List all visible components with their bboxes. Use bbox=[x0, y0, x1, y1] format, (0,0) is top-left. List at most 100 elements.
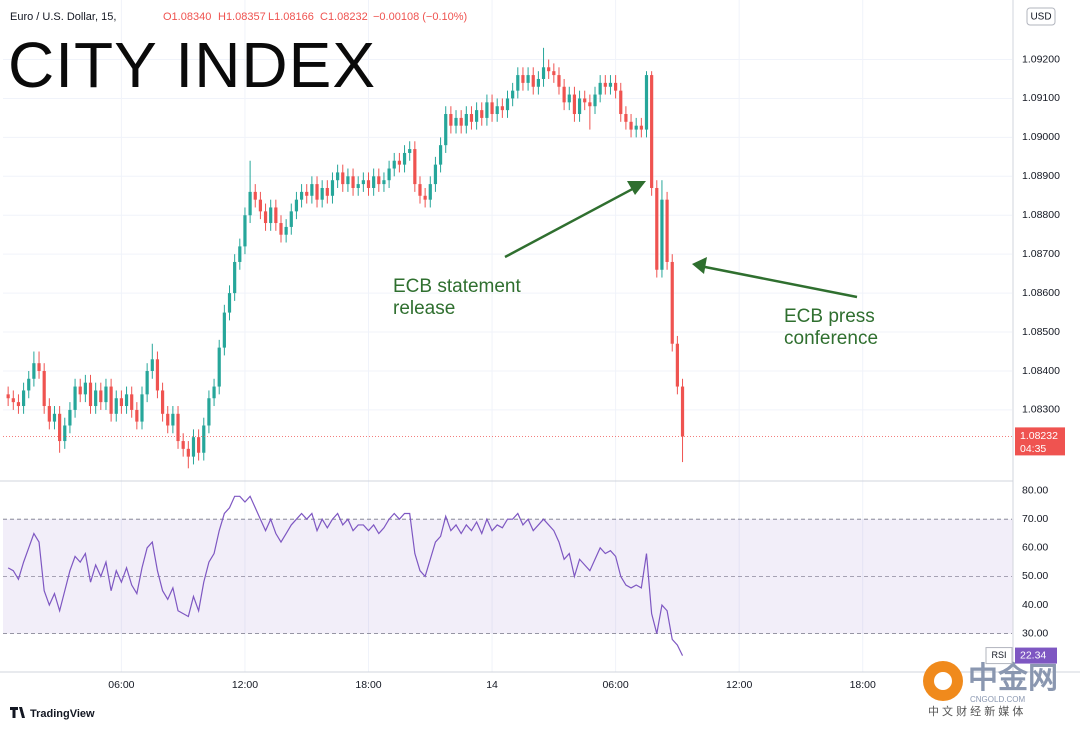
candle-body bbox=[88, 382, 93, 407]
candle-body bbox=[212, 386, 216, 399]
candle-body bbox=[171, 413, 175, 426]
candle-body bbox=[382, 180, 386, 185]
marks bbox=[3, 47, 1012, 656]
candle-body bbox=[16, 402, 21, 407]
candle-body bbox=[207, 398, 211, 426]
x-tick-label: 12:00 bbox=[726, 679, 752, 691]
tradingview-icon bbox=[10, 707, 25, 718]
annotation-text: ECB press bbox=[784, 306, 875, 327]
ohlc-open: O1.08340 bbox=[163, 11, 211, 23]
candle-body bbox=[408, 149, 412, 153]
candle-body bbox=[490, 102, 494, 115]
candle-body bbox=[567, 94, 571, 103]
candle-body bbox=[665, 199, 669, 262]
candle-body bbox=[387, 168, 391, 181]
watermark-name: 中金网 bbox=[968, 661, 1058, 695]
candle-body bbox=[130, 394, 134, 410]
candle-body bbox=[598, 82, 602, 95]
currency-badge bbox=[1026, 7, 1056, 26]
candle-body bbox=[27, 378, 31, 391]
candle-body bbox=[233, 261, 237, 294]
candle-body bbox=[124, 394, 129, 407]
annotation-text: conference bbox=[784, 328, 878, 349]
candle-body bbox=[454, 117, 458, 126]
annotation-text: ECB statement bbox=[393, 276, 521, 297]
candle-body bbox=[63, 425, 67, 442]
y-tick-label: 30.00 bbox=[1022, 627, 1048, 639]
candle-body bbox=[562, 86, 566, 103]
candle-body bbox=[181, 441, 185, 449]
candle-body bbox=[330, 180, 335, 196]
y-tick-label: 70.00 bbox=[1022, 513, 1048, 525]
last-price-label: 1.08232 bbox=[1020, 430, 1058, 442]
y-tick-label: 1.08800 bbox=[1022, 209, 1060, 221]
candle-body bbox=[166, 413, 170, 426]
x-tick-label: 06:00 bbox=[602, 679, 628, 691]
y-tick-label: 1.08400 bbox=[1022, 365, 1060, 377]
y-tick-label: 40.00 bbox=[1022, 599, 1048, 611]
candle-body bbox=[222, 312, 226, 348]
candle-body bbox=[6, 394, 10, 399]
countdown: 04:35 bbox=[1020, 443, 1046, 455]
candle-body bbox=[593, 94, 597, 107]
candle-body bbox=[433, 164, 438, 185]
candle-body bbox=[577, 98, 582, 115]
tradingview-logo: TradingView bbox=[30, 708, 95, 720]
candle-body bbox=[547, 67, 551, 72]
candle-body bbox=[197, 437, 201, 453]
candle-body bbox=[629, 121, 633, 130]
candle-body bbox=[32, 363, 36, 379]
candle-body bbox=[356, 184, 360, 188]
candle-body bbox=[655, 187, 659, 270]
candle-body bbox=[603, 82, 607, 87]
y-tick-label: 1.09000 bbox=[1022, 131, 1060, 143]
grid bbox=[3, 0, 1012, 672]
candle-body bbox=[11, 398, 15, 403]
candle-body bbox=[263, 211, 268, 224]
candle-body bbox=[624, 114, 628, 122]
y-tick-label: 1.08600 bbox=[1022, 287, 1060, 299]
candle-body bbox=[176, 413, 180, 442]
candle-body bbox=[310, 184, 314, 196]
y-tick-label: 60.00 bbox=[1022, 542, 1048, 554]
candle-body bbox=[480, 110, 484, 118]
candle-body bbox=[552, 71, 556, 76]
y-tick-label: 80.00 bbox=[1022, 484, 1048, 496]
candle-body bbox=[418, 184, 422, 196]
candle-body bbox=[269, 207, 273, 224]
candle-body bbox=[336, 172, 340, 181]
candle-body bbox=[135, 409, 139, 422]
candle-body bbox=[495, 106, 499, 115]
candle-body bbox=[320, 187, 324, 200]
rsi-value-box bbox=[1015, 647, 1057, 664]
brand-logo: CITY INDEX bbox=[8, 29, 376, 101]
candle-body bbox=[444, 114, 448, 146]
candle-body bbox=[619, 90, 623, 115]
candle-body bbox=[402, 152, 407, 165]
candle-body bbox=[521, 75, 525, 83]
candle-body bbox=[104, 386, 108, 403]
candle-body bbox=[536, 78, 540, 87]
candle-body bbox=[258, 199, 262, 212]
candle-body bbox=[511, 90, 515, 99]
candle-body bbox=[243, 215, 247, 247]
candle-body bbox=[505, 98, 510, 111]
candle-body bbox=[351, 176, 355, 188]
candle-body bbox=[78, 386, 82, 395]
candle-body bbox=[202, 425, 206, 453]
y-tick-label: 1.08700 bbox=[1022, 248, 1060, 260]
candle-body bbox=[21, 390, 26, 407]
candle-body bbox=[377, 176, 381, 185]
annotation-arrow bbox=[692, 257, 858, 299]
candle-body bbox=[614, 82, 618, 91]
candle-body bbox=[37, 363, 41, 371]
candle-body bbox=[284, 226, 288, 235]
candle-body bbox=[119, 398, 124, 407]
candle-body bbox=[366, 180, 371, 188]
y-tick-label: 1.08500 bbox=[1022, 326, 1060, 338]
annotation-text: release bbox=[393, 298, 455, 319]
rsi-name-box bbox=[985, 647, 1013, 665]
x-tick-label: 14 bbox=[486, 679, 498, 691]
candle-body bbox=[289, 211, 293, 227]
